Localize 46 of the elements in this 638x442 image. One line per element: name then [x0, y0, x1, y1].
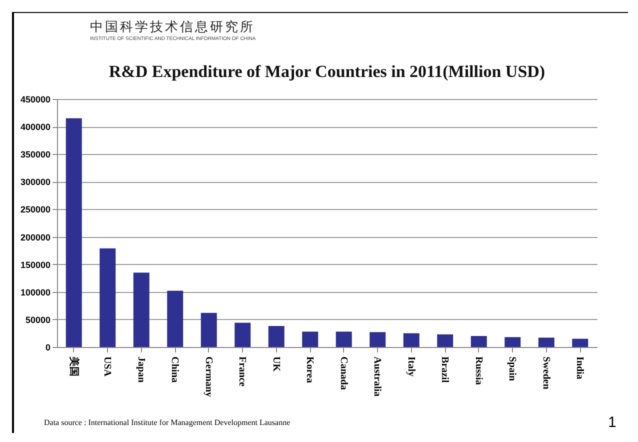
bar — [167, 290, 184, 347]
x-tick-label: 美国 — [68, 356, 80, 376]
bar — [66, 118, 82, 347]
y-tick-label: 250000 — [20, 204, 50, 215]
bar — [302, 332, 318, 347]
x-tick-label: Spain — [506, 356, 518, 382]
bar — [437, 334, 454, 347]
x-tick-label: Korea — [304, 356, 316, 383]
bar — [336, 332, 352, 347]
x-tick-label: France — [236, 356, 248, 388]
bar — [403, 333, 420, 347]
bar — [200, 312, 217, 347]
x-tick-label: Germany — [202, 356, 214, 398]
bar — [470, 336, 487, 347]
x-tick-label: Russia — [472, 356, 484, 385]
bar — [370, 332, 386, 347]
y-tick-label: 200000 — [20, 232, 50, 242]
text: 1 — [608, 414, 616, 431]
source-note: Data source : International Institute for Management Development Lausanne — [44, 418, 290, 427]
x-tick-label: Italy — [405, 356, 416, 376]
y-tick-label: 350000 — [20, 150, 50, 160]
y-tick-label: 0 — [45, 342, 50, 352]
bar — [133, 272, 150, 347]
bar — [572, 338, 588, 347]
y-tick-label: 50000 — [25, 314, 50, 325]
bar — [504, 337, 521, 347]
x-tick-label: UK — [270, 356, 282, 372]
bar — [234, 322, 251, 347]
y-tick-label: 300000 — [20, 177, 50, 188]
bar — [100, 248, 116, 347]
x-tick-label: Japan — [135, 356, 146, 384]
chart-title: R&D Expenditure of Major Countries in 2011(Million USD) — [108, 62, 546, 81]
x-tick-label: China — [169, 356, 180, 383]
x-tick-label: Sweden — [540, 356, 552, 390]
x-tick-label: India — [574, 356, 586, 380]
x-tick-label: USA — [102, 356, 113, 378]
text: 中国科学技术信息研究所 — [90, 19, 255, 36]
y-tick-label: 400000 — [20, 122, 50, 132]
x-tick-label: Canada — [338, 356, 349, 390]
x-tick-label: Australia — [372, 356, 383, 396]
x-tick-label: Brazil — [439, 356, 450, 383]
bar — [538, 338, 554, 347]
y-tick-label: 150000 — [20, 260, 50, 270]
bar — [268, 326, 284, 347]
y-tick-label: 100000 — [20, 287, 50, 298]
y-tick-label: 450000 — [20, 94, 50, 104]
